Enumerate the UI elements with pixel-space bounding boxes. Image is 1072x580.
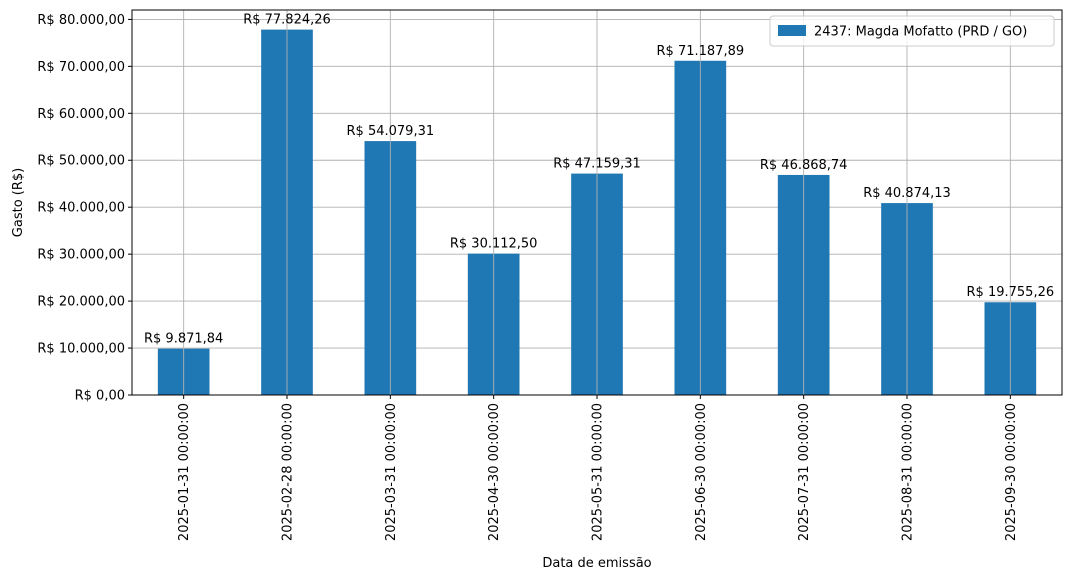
legend: 2437: Magda Mofatto (PRD / GO) <box>769 15 1055 47</box>
bar-value-label: R$ 30.112,50 <box>450 237 538 252</box>
y-tick-label: R$ 0,00 <box>75 389 125 404</box>
legend-entry: 2437: Magda Mofatto (PRD / GO) <box>814 25 1027 40</box>
bar-value-label: R$ 9.871,84 <box>144 332 223 347</box>
legend-box <box>769 15 1055 47</box>
x-tick-label: 2025-03-31 00:00:00 <box>384 403 399 541</box>
bar-value-label: R$ 54.079,31 <box>347 124 435 139</box>
y-tick-label: R$ 80.000,00 <box>37 13 125 28</box>
y-tick-label: R$ 70.000,00 <box>37 60 125 75</box>
x-tick-label: 2025-05-31 00:00:00 <box>591 403 606 541</box>
legend-swatch <box>778 25 806 36</box>
y-tick-label: R$ 20.000,00 <box>37 295 125 310</box>
x-tick-label: 2025-04-30 00:00:00 <box>487 403 502 541</box>
y-tick-label: R$ 40.000,00 <box>37 201 125 216</box>
bar-value-label: R$ 46.868,74 <box>760 158 848 173</box>
y-axis-title: Gasto (R$) <box>11 168 26 237</box>
x-tick-label: 2025-06-30 00:00:00 <box>694 403 709 541</box>
y-tick-label: R$ 50.000,00 <box>37 154 125 169</box>
x-axis-title: Data de emissão <box>542 556 651 571</box>
x-tick-label: 2025-09-30 00:00:00 <box>1004 403 1019 541</box>
y-tick-label: R$ 30.000,00 <box>37 248 125 263</box>
bar-value-label: R$ 19.755,26 <box>967 285 1055 300</box>
vertical-grid <box>183 10 1011 395</box>
bar-value-labels: R$ 9.871,84 R$ 77.824,26 R$ 54.079,31 R$ 30… <box>144 13 1054 347</box>
y-tick-label: R$ 10.000,00 <box>37 342 125 357</box>
x-tick-label: 2025-07-31 00:00:00 <box>797 403 812 541</box>
bar-value-label: R$ 40.874,13 <box>863 186 951 201</box>
y-tick-label: R$ 60.000,00 <box>37 107 125 122</box>
x-tick-label: 2025-08-31 00:00:00 <box>901 403 916 541</box>
bar-value-label: R$ 47.159,31 <box>553 157 641 172</box>
bar-value-label: R$ 71.187,89 <box>657 44 745 59</box>
x-axis-ticks: 2025-01-31 00:00:00 2025-02-28 00:00:00 20… <box>177 395 1019 541</box>
bar-value-label: R$ 77.824,26 <box>243 13 331 28</box>
x-tick-label: 2025-02-28 00:00:00 <box>281 403 296 541</box>
y-axis-ticks: R$ 0,00 R$ 10.000,00 R$ 20.000,00 R$ 30.000… <box>37 13 132 404</box>
x-tick-label: 2025-01-31 00:00:00 <box>177 403 192 541</box>
